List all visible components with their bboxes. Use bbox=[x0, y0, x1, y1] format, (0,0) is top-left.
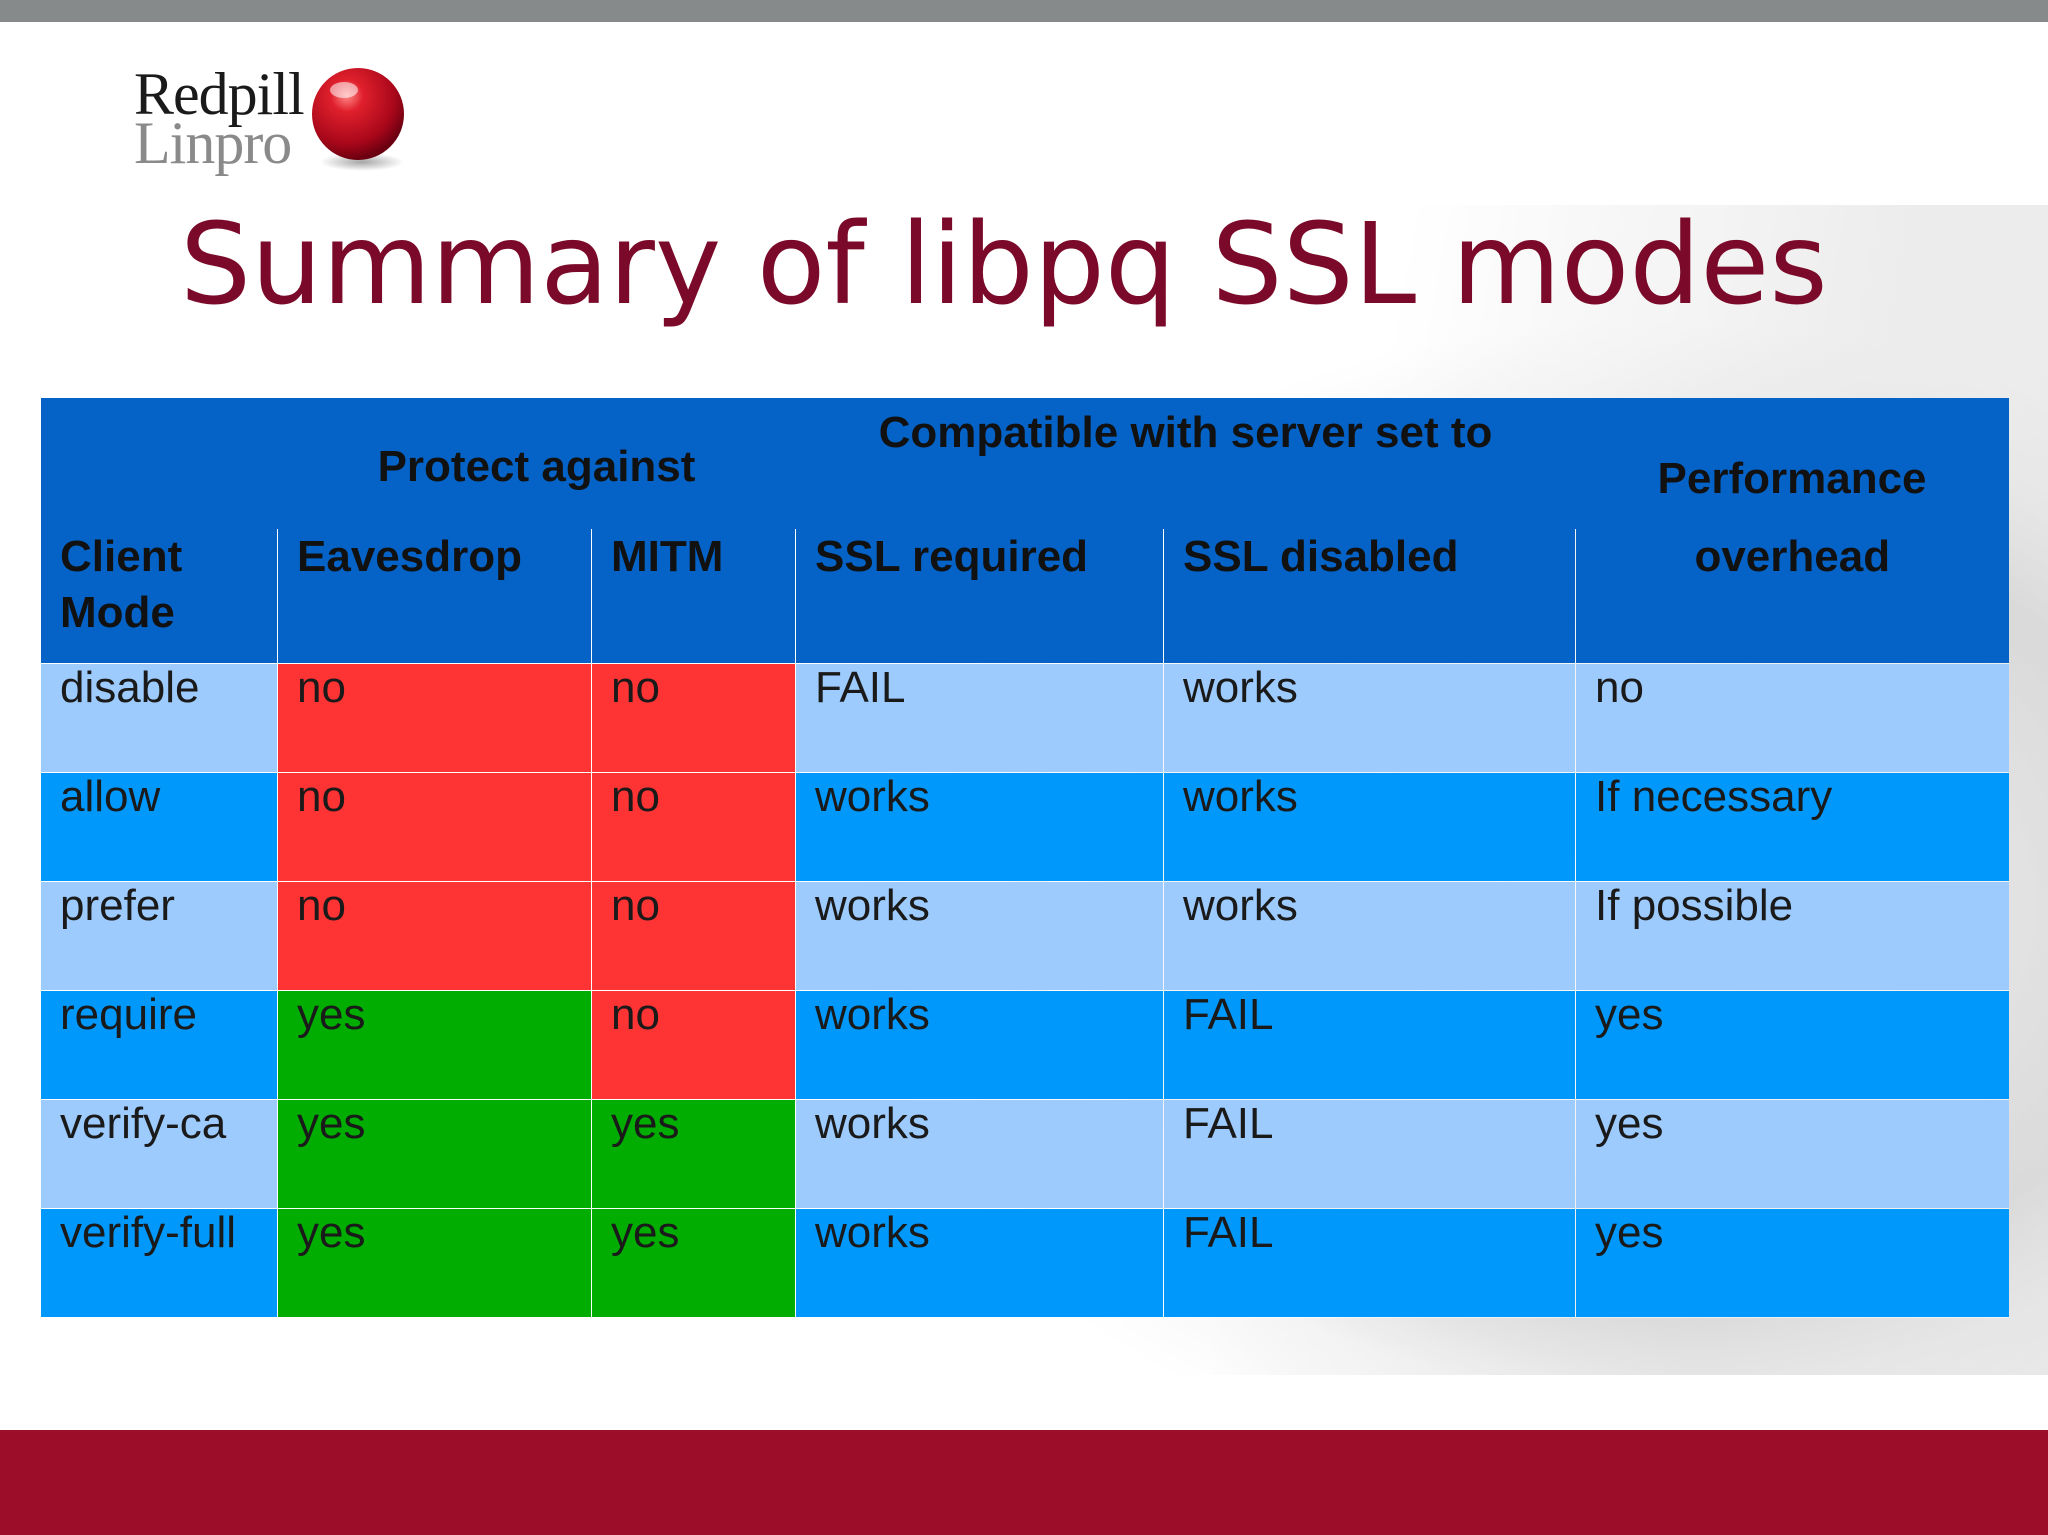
cell-eavesdrop: yes bbox=[277, 990, 592, 1100]
cell-ssl-disabled: works bbox=[1162, 881, 1576, 991]
cell-mitm: no bbox=[591, 990, 796, 1100]
ssl-modes-table: Protect against Compatible with server s… bbox=[40, 398, 2009, 1318]
header-ssl-required: SSL required bbox=[795, 529, 1164, 664]
cell-eavesdrop: no bbox=[277, 881, 592, 991]
cell-client-mode: verify-ca bbox=[40, 1099, 278, 1209]
header-performance: Performance bbox=[1575, 398, 2009, 529]
top-bar bbox=[0, 0, 2048, 22]
cell-overhead: If necessary bbox=[1575, 772, 2009, 882]
cell-eavesdrop: no bbox=[277, 663, 592, 773]
cell-client-mode: disable bbox=[40, 663, 278, 773]
cell-overhead: yes bbox=[1575, 1208, 2009, 1318]
redpill-linpro-logo: Redpill Linpro bbox=[134, 58, 434, 178]
logo-word-linpro: Linpro bbox=[134, 110, 292, 176]
table-row: require yes no works FAIL yes bbox=[40, 990, 2009, 1100]
cell-overhead: no bbox=[1575, 663, 2009, 773]
cell-mitm: no bbox=[591, 881, 796, 991]
cell-client-mode: prefer bbox=[40, 881, 278, 991]
header-compatible-with-server: Compatible with server set to bbox=[795, 398, 1576, 529]
cell-ssl-required: works bbox=[795, 1099, 1164, 1209]
header-overhead: overhead bbox=[1575, 529, 2009, 664]
cell-client-mode: verify-full bbox=[40, 1208, 278, 1318]
table-column-header-row: Client Mode Eavesdrop MITM SSL required … bbox=[40, 529, 2009, 664]
cell-ssl-required: FAIL bbox=[795, 663, 1164, 773]
cell-ssl-disabled: FAIL bbox=[1162, 990, 1576, 1100]
cell-mitm: no bbox=[591, 772, 796, 882]
bottom-bar bbox=[0, 1430, 2048, 1535]
cell-ssl-disabled: FAIL bbox=[1162, 1208, 1576, 1318]
red-pill-ball-icon bbox=[312, 68, 404, 171]
table-row: verify-ca yes yes works FAIL yes bbox=[40, 1099, 2009, 1209]
table-row: allow no no works works If necessary bbox=[40, 772, 2009, 882]
slide-title: Summary of libpq SSL modes bbox=[180, 200, 1828, 330]
header-client-mode: Client Mode bbox=[40, 529, 278, 664]
cell-mitm: yes bbox=[591, 1208, 796, 1318]
table-row: disable no no FAIL works no bbox=[40, 663, 2009, 773]
cell-eavesdrop: yes bbox=[277, 1099, 592, 1209]
cell-ssl-disabled: FAIL bbox=[1162, 1099, 1576, 1209]
cell-overhead: yes bbox=[1575, 1099, 2009, 1209]
cell-mitm: no bbox=[591, 663, 796, 773]
header-protect-against: Protect against bbox=[277, 398, 796, 529]
cell-ssl-disabled: works bbox=[1162, 663, 1576, 773]
cell-ssl-required: works bbox=[795, 1208, 1164, 1318]
header-ssl-disabled: SSL disabled bbox=[1162, 529, 1576, 664]
cell-overhead: yes bbox=[1575, 990, 2009, 1100]
cell-eavesdrop: yes bbox=[277, 1208, 592, 1318]
logo-word-redpill: Redpill bbox=[134, 61, 305, 127]
cell-overhead: If possible bbox=[1575, 881, 2009, 991]
cell-ssl-required: works bbox=[795, 881, 1164, 991]
cell-ssl-disabled: works bbox=[1162, 772, 1576, 882]
header-empty-cell bbox=[40, 398, 278, 529]
header-mitm: MITM bbox=[591, 529, 796, 664]
table-row: prefer no no works works If possible bbox=[40, 881, 2009, 991]
header-eavesdrop: Eavesdrop bbox=[277, 529, 592, 664]
cell-client-mode: require bbox=[40, 990, 278, 1100]
table-row: verify-full yes yes works FAIL yes bbox=[40, 1208, 2009, 1318]
cell-mitm: yes bbox=[591, 1099, 796, 1209]
cell-ssl-required: works bbox=[795, 772, 1164, 882]
table-group-header-row: Protect against Compatible with server s… bbox=[40, 398, 2009, 529]
cell-client-mode: allow bbox=[40, 772, 278, 882]
cell-eavesdrop: no bbox=[277, 772, 592, 882]
cell-ssl-required: works bbox=[795, 990, 1164, 1100]
